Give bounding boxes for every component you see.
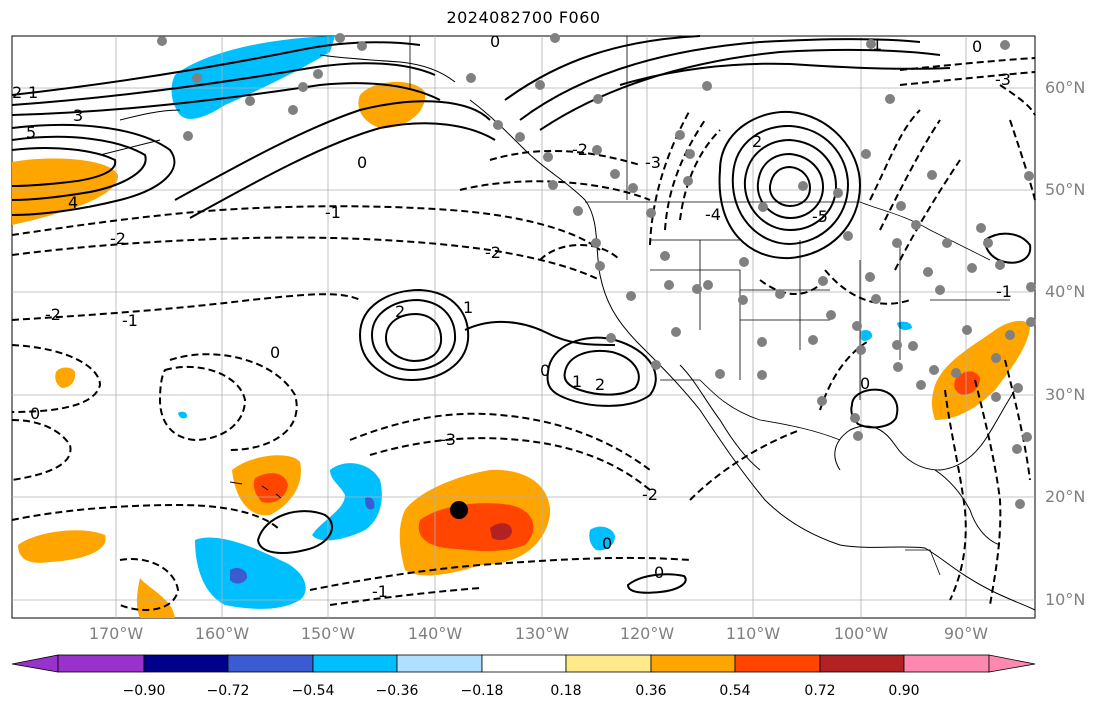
contour-label: -2 bbox=[45, 305, 61, 324]
contour-label: 1 bbox=[28, 83, 38, 102]
contour-label: -2 bbox=[642, 485, 658, 504]
lon-label: 140°W bbox=[407, 624, 463, 643]
contour-label: -5 bbox=[812, 207, 828, 226]
contour-labels: 0 1 2 3 5 4 -1 -2 -3 -4 -5 2 1 0 -2 -3 0… bbox=[12, 32, 1012, 601]
contour-label: 1 bbox=[463, 298, 473, 317]
contour-label: -3 bbox=[995, 70, 1011, 89]
lon-label: 160°W bbox=[194, 624, 250, 643]
contour-label: 3 bbox=[73, 106, 83, 125]
contour-label: 0 bbox=[860, 374, 870, 393]
colorbar-tick-label: 0.54 bbox=[719, 683, 751, 699]
lon-label: 100°W bbox=[833, 624, 889, 643]
colorbar-tick-label: −0.36 bbox=[375, 683, 419, 699]
station-markers bbox=[157, 33, 1036, 509]
lon-label: 90°W bbox=[943, 624, 989, 643]
negative-contours bbox=[11, 57, 1036, 611]
colorbar-tick-label: 0.72 bbox=[804, 683, 836, 699]
colorbar-tick-label: 0.36 bbox=[635, 683, 667, 699]
positive-shading bbox=[12, 81, 1030, 618]
contour-label: 0 bbox=[30, 404, 40, 423]
contour-label: 2 bbox=[12, 83, 22, 102]
contour-label: 1 bbox=[872, 35, 882, 54]
contour-label: 4 bbox=[68, 193, 78, 212]
lat-label: 40°N bbox=[1045, 282, 1086, 301]
strongest-positive-patch bbox=[490, 523, 512, 540]
positive-contours bbox=[11, 35, 1032, 594]
contour-label: -1 bbox=[996, 282, 1012, 301]
contour-label: 0 bbox=[357, 153, 367, 172]
contour-label: -3 bbox=[645, 153, 661, 172]
contour-label: -1 bbox=[325, 203, 341, 222]
lat-label: 60°N bbox=[1045, 78, 1086, 97]
moderate-negative-shading bbox=[230, 497, 375, 584]
lon-label: 110°W bbox=[725, 624, 781, 643]
colorbar-tick-label: 0.90 bbox=[888, 683, 920, 699]
lon-label: 130°W bbox=[514, 624, 570, 643]
contour-label: 0 bbox=[972, 37, 982, 56]
contour-label: 2 bbox=[395, 302, 405, 321]
colorbar bbox=[11, 654, 1036, 673]
lon-label: 150°W bbox=[300, 624, 356, 643]
contour-label: 0 bbox=[602, 534, 612, 553]
lat-label: 10°N bbox=[1045, 590, 1086, 609]
contour-label: -2 bbox=[572, 140, 588, 159]
colorbar-tick-label: −0.72 bbox=[206, 683, 250, 699]
contour-label: -2 bbox=[485, 243, 501, 262]
lat-label: 50°N bbox=[1045, 180, 1086, 199]
contour-label: -3 bbox=[440, 430, 456, 449]
contour-label: -1 bbox=[122, 311, 138, 330]
contour-label: 0 bbox=[270, 343, 280, 362]
colorbar-tick-label: −0.54 bbox=[291, 683, 335, 699]
contour-label: -4 bbox=[705, 205, 721, 224]
contour-label: 5 bbox=[26, 123, 36, 142]
contour-label: -2 bbox=[110, 229, 126, 248]
colorbar-tick-label: −0.18 bbox=[460, 683, 504, 699]
lat-label: 20°N bbox=[1045, 487, 1086, 506]
colorbar-tick-label: −0.90 bbox=[122, 683, 166, 699]
contour-label: 0 bbox=[654, 563, 664, 582]
contour-label: 2 bbox=[595, 375, 605, 394]
lon-label: 120°W bbox=[619, 624, 675, 643]
colorbar-tick-label: 0.18 bbox=[550, 683, 582, 699]
storm-center-marker bbox=[450, 501, 468, 519]
lat-label: 30°N bbox=[1045, 385, 1086, 404]
contour-label: 0 bbox=[490, 32, 500, 51]
map-title: 2024082700 F060 bbox=[446, 8, 601, 27]
colorbar-extend-high bbox=[988, 654, 1036, 673]
colorbar-extend-low bbox=[11, 654, 59, 673]
contour-label: 0 bbox=[540, 361, 550, 380]
lon-label: 170°W bbox=[88, 624, 144, 643]
contour-label: -1 bbox=[372, 582, 388, 601]
contour-label: 2 bbox=[752, 132, 762, 151]
contour-label: 1 bbox=[572, 372, 582, 391]
